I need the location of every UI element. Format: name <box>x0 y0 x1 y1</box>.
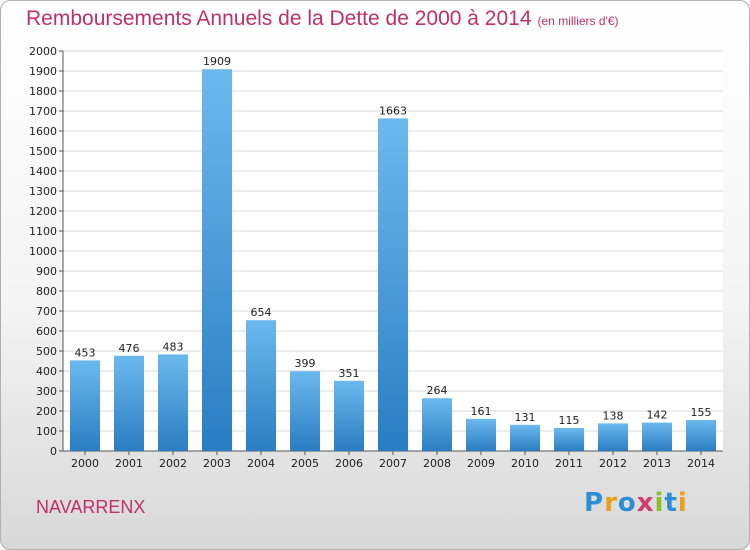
x-tick-label: 2004 <box>247 457 275 470</box>
bar <box>378 118 408 452</box>
bar-value-label: 1909 <box>203 55 231 68</box>
bar-value-label: 131 <box>515 411 536 424</box>
bar-value-label: 115 <box>559 414 580 427</box>
y-tick-label: 800 <box>36 285 57 298</box>
y-tick-label: 700 <box>36 305 57 318</box>
x-tick-label: 2014 <box>687 457 715 470</box>
proxiti-logo: Proxiti <box>584 488 688 518</box>
chart-subtitle: (en milliers d'€) <box>537 14 619 28</box>
y-tick-label: 300 <box>36 385 57 398</box>
logo-letter: x <box>636 488 655 518</box>
y-tick-label: 1200 <box>29 205 57 218</box>
bar-value-label: 654 <box>251 306 272 319</box>
y-tick-label: 1600 <box>29 125 57 138</box>
bar <box>70 360 100 451</box>
y-tick-label: 200 <box>36 405 57 418</box>
bar <box>598 423 628 451</box>
y-tick-label: 0 <box>50 445 57 458</box>
x-tick-label: 2000 <box>71 457 99 470</box>
x-tick-label: 2009 <box>467 457 495 470</box>
x-tick-label: 2010 <box>511 457 539 470</box>
bar <box>246 320 276 451</box>
x-tick-label: 2013 <box>643 457 671 470</box>
bar-value-label: 1663 <box>379 104 407 117</box>
chart-title-main: Remboursements Annuels de la Dette de 20… <box>26 7 532 30</box>
logo-letter: i <box>654 488 665 518</box>
bar-value-label: 264 <box>427 384 448 397</box>
commune-name: NAVARRENX <box>36 497 146 517</box>
y-tick-label: 100 <box>36 425 57 438</box>
x-tick-label: 2001 <box>115 457 143 470</box>
x-tick-label: 2005 <box>291 457 319 470</box>
bar <box>554 428 584 451</box>
bar-value-label: 399 <box>295 357 316 370</box>
bar <box>334 380 364 451</box>
bar-value-label: 483 <box>163 340 184 353</box>
bar-value-label: 161 <box>471 405 492 418</box>
x-tick-label: 2007 <box>379 457 407 470</box>
bar <box>290 371 320 451</box>
bar-value-label: 155 <box>691 406 712 419</box>
y-tick-label: 1700 <box>29 105 57 118</box>
bar-value-label: 453 <box>75 346 96 359</box>
logo-letter: P <box>584 488 605 518</box>
x-tick-label: 2011 <box>555 457 583 470</box>
x-tick-label: 2003 <box>203 457 231 470</box>
y-tick-label: 1400 <box>29 165 57 178</box>
y-tick-label: 1100 <box>29 225 57 238</box>
bar <box>686 420 716 451</box>
y-tick-label: 400 <box>36 365 57 378</box>
bar-value-label: 142 <box>647 409 668 422</box>
logo-letter: i <box>677 488 688 518</box>
y-tick-label: 1900 <box>29 65 57 78</box>
bar <box>202 69 232 451</box>
chart-title: Remboursements Annuels de la Dette de 20… <box>26 7 619 31</box>
logo-letter: t <box>664 488 678 518</box>
y-tick-label: 1500 <box>29 145 57 158</box>
x-tick-label: 2002 <box>159 457 187 470</box>
y-tick-label: 1300 <box>29 185 57 198</box>
bar <box>466 418 496 451</box>
x-tick-label: 2012 <box>599 457 627 470</box>
y-tick-label: 1800 <box>29 85 57 98</box>
bar-value-label: 351 <box>339 367 360 380</box>
bar-value-label: 138 <box>603 409 624 422</box>
logo-letter: r <box>604 488 618 518</box>
x-tick-label: 2006 <box>335 457 363 470</box>
bar <box>422 398 452 451</box>
bar <box>510 424 540 451</box>
logo-letter: o <box>617 488 637 518</box>
y-tick-label: 900 <box>36 265 57 278</box>
y-tick-label: 1000 <box>29 245 57 258</box>
y-tick-label: 2000 <box>29 45 57 58</box>
bar <box>114 355 144 451</box>
x-tick-label: 2008 <box>423 457 451 470</box>
bar-value-label: 476 <box>119 342 140 355</box>
y-tick-label: 600 <box>36 325 57 338</box>
y-tick-label: 500 <box>36 345 57 358</box>
bar <box>158 354 188 451</box>
bar <box>642 422 672 451</box>
